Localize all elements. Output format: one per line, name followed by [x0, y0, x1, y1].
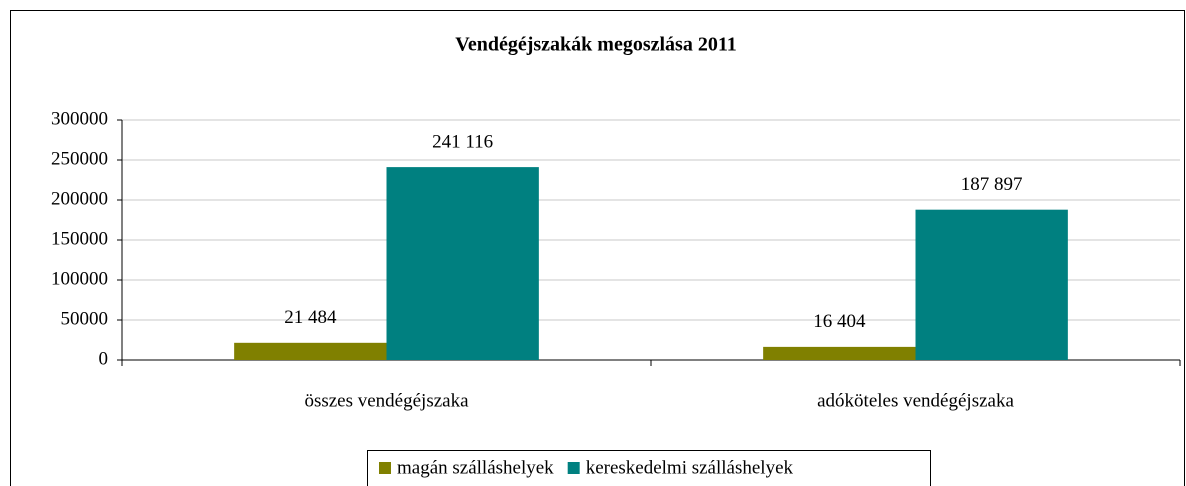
y-tick-label: 100000	[51, 268, 108, 289]
y-tick-label: 150000	[51, 228, 108, 249]
value-label: 187 897	[961, 174, 1023, 195]
value-label: 16 404	[813, 311, 866, 332]
y-tick-label: 0	[99, 348, 109, 369]
legend-label: magán szálláshelyek	[397, 457, 554, 478]
y-tick-label: 200000	[51, 188, 108, 209]
value-label: 21 484	[284, 307, 337, 328]
y-tick-label: 50000	[61, 308, 109, 329]
chart-title: Vendégéjszakák megoszlása 2011	[455, 34, 736, 56]
legend-swatch	[567, 462, 580, 474]
legend-label: kereskedelmi szálláshelyek	[586, 457, 794, 478]
y-tick-label: 250000	[51, 148, 108, 169]
bar	[386, 167, 539, 360]
chart-border	[10, 10, 1185, 486]
legend-box	[367, 450, 931, 486]
legend-swatch	[379, 462, 391, 474]
y-tick-label: 300000	[51, 108, 108, 129]
x-tick-label: összes vendégéjszaka	[304, 390, 469, 411]
bar	[915, 209, 1068, 360]
value-label: 241 116	[432, 131, 493, 152]
bar	[234, 342, 387, 360]
x-tick-label: adóköteles vendégéjszaka	[817, 390, 1014, 411]
bar	[763, 346, 916, 360]
